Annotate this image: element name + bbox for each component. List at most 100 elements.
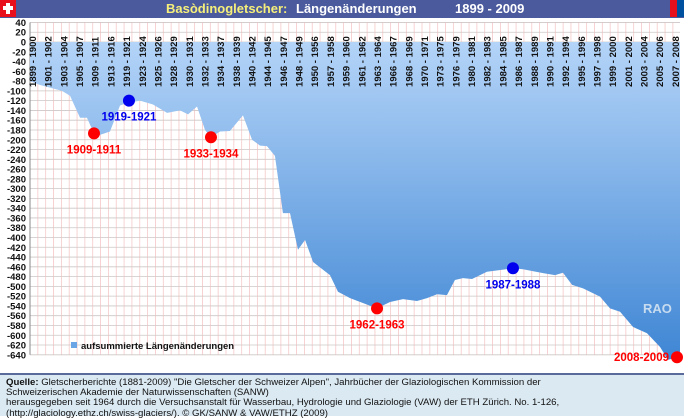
annotation-label: 1933-1934 — [183, 148, 239, 160]
x-tick-label: 1938 - 1939 — [232, 36, 243, 87]
y-tick-label: -300 — [7, 184, 26, 195]
source-footer: Quelle: Gletscherberichte (1881-2009) "D… — [0, 373, 684, 419]
x-tick-label: 1976 - 1979 — [451, 36, 462, 87]
swiss-flag-icon — [0, 0, 16, 17]
title-period: 1899 - 2009 — [455, 1, 525, 16]
y-tick-label: -500 — [7, 282, 26, 293]
x-tick-label: 1934 - 1937 — [216, 36, 227, 87]
legend-swatch — [71, 342, 77, 348]
y-tick-label: -560 — [7, 311, 26, 322]
x-tick-label: 1923 - 1924 — [138, 36, 149, 87]
x-tick-label: 1950 - 1956 — [310, 36, 321, 87]
x-tick-label: 1984 - 1985 — [498, 36, 509, 87]
annotation-marker — [371, 302, 384, 315]
x-tick-label: 1928 - 1929 — [169, 36, 180, 87]
source-line-1: Gletscherberichte (1881-2009) "Die Glets… — [38, 377, 541, 388]
y-tick-label: -580 — [7, 321, 26, 332]
annotations: 1909-1911 1919-1921 1933-1934 1962-1963 1987… — [67, 94, 683, 364]
y-tick-label: -640 — [7, 350, 26, 361]
x-tick-label: 1901 - 1902 — [44, 36, 55, 87]
x-tick-label: 1988 - 1989 — [530, 36, 541, 87]
x-tick-label: 1948 - 1949 — [295, 36, 306, 87]
legend-label: aufsummierte Längenänderungen — [81, 341, 234, 352]
x-tick-label: 1986 - 1987 — [514, 36, 525, 87]
y-tick-label: -440 — [7, 253, 26, 264]
x-tick-label: 2001 - 2002 — [624, 36, 635, 87]
y-tick-label: -340 — [7, 204, 26, 215]
x-tick-label: 1973 - 1975 — [436, 36, 447, 87]
x-tick-label: 1946 - 1947 — [279, 36, 290, 87]
annotation-label: 1909-1911 — [67, 144, 122, 156]
x-tick-label: 1957 - 1958 — [326, 36, 337, 87]
annotation-label: 1962-1963 — [350, 319, 405, 331]
x-tick-label: 1944 - 1945 — [263, 36, 274, 87]
legend: aufsummierte Längenänderungen — [71, 341, 234, 352]
x-tick-label: 1970 - 1971 — [420, 36, 431, 87]
annotation-label: 1987-1988 — [485, 279, 541, 291]
annotation-marker — [87, 127, 100, 140]
x-tick-label: 1913 - 1916 — [106, 36, 117, 87]
y-tick-label: -200 — [7, 135, 26, 146]
title-glacier: Basòdinogletscher: — [166, 1, 288, 16]
x-axis-labels: 1899 - 1900 1901 - 1902 1903 - 1904 1905 - … — [28, 36, 682, 87]
x-tick-label: 1995 - 1996 — [577, 36, 588, 87]
y-tick-label: -400 — [7, 233, 26, 244]
source-line-4: (http://glaciology.ethz.ch/swiss-glacier… — [6, 407, 328, 419]
y-tick-label: -100 — [7, 86, 26, 97]
y-tick-label: -520 — [7, 292, 26, 303]
x-tick-label: 1999 - 2000 — [608, 36, 619, 87]
y-tick-label: -220 — [7, 145, 26, 156]
y-tick-label: -120 — [7, 96, 26, 107]
y-tick-label: -360 — [7, 213, 26, 224]
y-tick-label: -40 — [12, 57, 26, 68]
x-tick-label: 1997 - 1998 — [592, 36, 603, 87]
length-change-chart: 40200-20-40-60-80-100-120-140-160-180-20… — [7, 18, 683, 364]
x-tick-label: 1961 - 1962 — [357, 36, 368, 87]
y-tick-label: -420 — [7, 243, 26, 254]
x-tick-label: 2003 - 2004 — [640, 36, 651, 87]
x-tick-label: 1903 - 1904 — [59, 36, 70, 87]
title-bar: Basòdinogletscher: Längenänderungen 1899… — [0, 0, 684, 18]
y-tick-label: -20 — [12, 47, 26, 58]
x-tick-label: 1990 - 1991 — [545, 36, 556, 87]
y-tick-label: -460 — [7, 262, 26, 273]
x-tick-label: 1959 - 1960 — [342, 36, 353, 87]
y-tick-label: -280 — [7, 174, 26, 185]
y-tick-label: -180 — [7, 125, 26, 136]
blue-stripe — [677, 0, 684, 17]
source-line-2: Schweizerischen Akademie der Naturwissen… — [6, 387, 269, 399]
annotation-marker — [671, 351, 683, 364]
y-axis-labels: 40200-20-40-60-80-100-120-140-160-180-20… — [7, 18, 26, 361]
annotation-label: 1919-1921 — [101, 112, 157, 124]
x-tick-label: 1992 - 1994 — [561, 36, 572, 87]
y-tick-label: 20 — [15, 28, 26, 39]
x-tick-label: 2005 - 2006 — [655, 36, 666, 87]
x-tick-label: 1980 - 1981 — [467, 36, 478, 87]
x-tick-label: 1932 - 1933 — [200, 36, 211, 87]
y-tick-label: -480 — [7, 272, 26, 283]
y-tick-label: -620 — [7, 341, 26, 352]
x-tick-label: 1909 - 1911 — [91, 36, 102, 87]
red-stripe — [670, 0, 677, 17]
x-tick-label: 1940 - 1942 — [248, 36, 259, 87]
y-tick-label: -260 — [7, 165, 26, 176]
x-tick-label: 1899 - 1900 — [28, 36, 39, 87]
y-tick-label: 0 — [21, 38, 26, 49]
annotation-marker — [122, 94, 135, 107]
y-tick-label: -60 — [12, 67, 26, 78]
y-tick-label: -240 — [7, 155, 26, 166]
x-tick-label: 1966 - 1967 — [389, 36, 400, 87]
y-tick-label: 40 — [15, 18, 26, 29]
source-line-3: herausgegeben seit 1964 durch die Versuc… — [6, 397, 560, 409]
y-tick-label: -160 — [7, 116, 26, 127]
watermark-rao: RAO — [643, 301, 672, 316]
source-label: Quelle: — [6, 377, 39, 388]
x-tick-label: 1925 - 1926 — [153, 36, 164, 87]
annotation-marker — [204, 131, 217, 144]
x-tick-label: 1963 - 1964 — [373, 36, 384, 87]
y-tick-label: -140 — [7, 106, 26, 117]
title-topic: Längenänderungen — [296, 1, 417, 16]
x-tick-label: 2007 - 2008 — [671, 36, 682, 87]
x-tick-label: 1919 - 1921 — [122, 36, 133, 87]
area-fill — [30, 42, 680, 360]
